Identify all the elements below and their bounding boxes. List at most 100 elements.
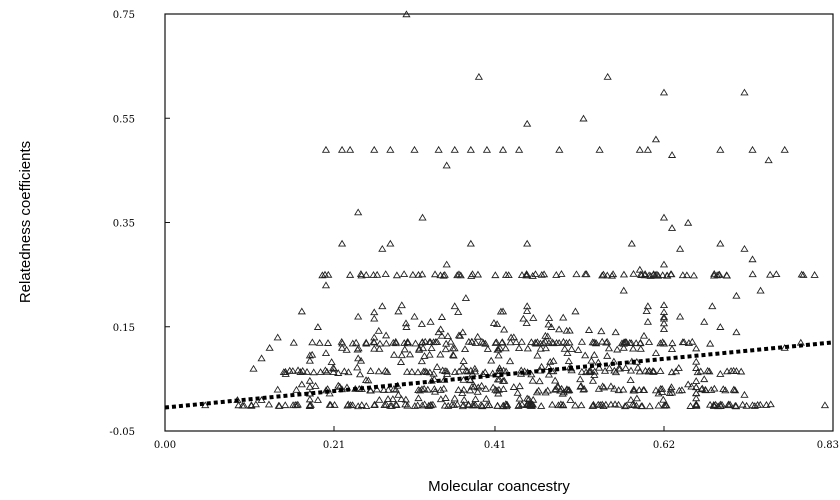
- data-point: [473, 387, 482, 395]
- data-point: [671, 367, 681, 375]
- data-point: [756, 400, 765, 408]
- data-point: [598, 382, 607, 390]
- data-point: [742, 401, 751, 409]
- data-point: [595, 363, 604, 371]
- data-point: [738, 400, 747, 408]
- data-point: [539, 270, 549, 278]
- data-point: [562, 326, 571, 334]
- data-point: [454, 367, 464, 375]
- data-point: [692, 389, 701, 397]
- data-point: [257, 354, 266, 362]
- data-point: [667, 224, 677, 231]
- data-point: [391, 385, 400, 393]
- data-point: [522, 271, 531, 279]
- data-point: [553, 382, 562, 390]
- data-point: [737, 367, 746, 375]
- data-point: [603, 337, 612, 345]
- data-point: [762, 401, 771, 408]
- y-tick-label: 0.35: [113, 219, 135, 230]
- data-point: [560, 344, 569, 352]
- data-point: [541, 344, 550, 352]
- data-point: [651, 349, 661, 357]
- data-point: [471, 400, 480, 408]
- data-point: [689, 271, 699, 279]
- data-point: [748, 270, 757, 278]
- data-point: [353, 345, 362, 353]
- data-point: [247, 401, 256, 408]
- data-point: [528, 376, 537, 384]
- data-point: [748, 145, 757, 153]
- data-point: [380, 401, 389, 408]
- data-point: [732, 367, 741, 374]
- data-point: [692, 357, 701, 365]
- data-point: [401, 395, 410, 403]
- data-point: [658, 384, 667, 392]
- data-point: [397, 351, 406, 359]
- data-point: [337, 337, 346, 345]
- data-point: [273, 385, 282, 393]
- x-tick-label: 0.41: [484, 440, 506, 451]
- data-point: [433, 363, 442, 370]
- data-point: [643, 145, 652, 153]
- data-point: [586, 368, 595, 376]
- data-point: [485, 401, 494, 408]
- data-point: [534, 386, 543, 394]
- data-point: [362, 271, 371, 278]
- data-point: [667, 345, 677, 352]
- data-point: [632, 339, 641, 347]
- data-point: [449, 351, 458, 359]
- data-point: [820, 401, 830, 409]
- data-point: [700, 375, 709, 383]
- data-point: [439, 384, 448, 392]
- data-point: [523, 344, 532, 352]
- data-point: [636, 344, 645, 352]
- data-point: [370, 401, 379, 408]
- data-point: [454, 270, 464, 278]
- data-point: [523, 400, 532, 408]
- data-point: [391, 400, 400, 408]
- data-point: [499, 385, 508, 392]
- data-point: [461, 366, 471, 374]
- data-point: [495, 375, 504, 383]
- data-point: [713, 271, 722, 279]
- data-point: [491, 271, 500, 279]
- data-point: [297, 307, 306, 315]
- data-point: [337, 239, 347, 247]
- data-point: [764, 156, 773, 164]
- data-point: [554, 401, 563, 409]
- data-point: [705, 400, 715, 408]
- data-point: [459, 401, 468, 408]
- data-point: [628, 400, 637, 408]
- data-point: [309, 368, 318, 376]
- data-point: [637, 271, 646, 279]
- data-point: [450, 394, 459, 402]
- data-point: [544, 320, 553, 328]
- data-point: [454, 308, 463, 316]
- data-point: [418, 270, 427, 278]
- data-point: [721, 386, 730, 394]
- data-point: [375, 395, 384, 403]
- data-point: [627, 239, 636, 247]
- data-point: [327, 358, 336, 365]
- data-point: [501, 344, 510, 352]
- data-point: [513, 388, 522, 396]
- data-point: [316, 368, 325, 375]
- data-point: [281, 370, 290, 377]
- data-point: [346, 145, 355, 153]
- data-point: [442, 161, 451, 169]
- data-point: [719, 385, 728, 393]
- data-point: [577, 337, 587, 345]
- data-point: [563, 385, 572, 393]
- data-point: [394, 390, 403, 398]
- data-point: [370, 145, 379, 153]
- data-point: [410, 402, 419, 409]
- data-point: [592, 339, 601, 347]
- data-point: [701, 385, 710, 393]
- data-point: [651, 386, 661, 394]
- data-point: [649, 367, 658, 375]
- data-point: [678, 271, 687, 279]
- data-point: [443, 370, 452, 377]
- data-point: [442, 260, 451, 268]
- data-point: [251, 400, 260, 408]
- data-point: [748, 401, 757, 409]
